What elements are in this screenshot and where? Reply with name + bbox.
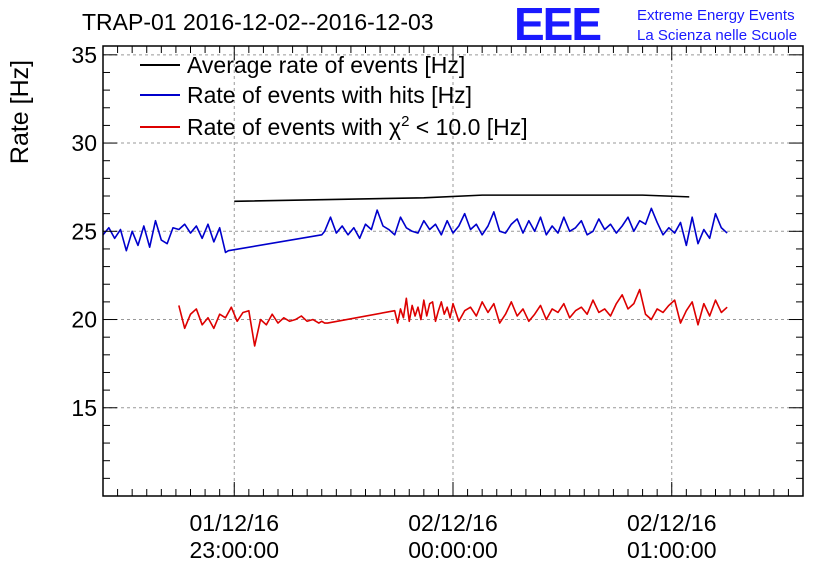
series-lines — [102, 194, 728, 347]
series-line-3 — [178, 288, 728, 347]
eee-logo: EEE Extreme Energy Events La Scienza nel… — [514, 0, 797, 50]
y-tick-label: 35 — [71, 42, 97, 68]
legend-label-2: Rate of events with hits [Hz] — [187, 82, 472, 108]
x-tick-time: 01:00:00 — [627, 537, 717, 563]
tick-labels: 152025303501/12/1623:00:0002/12/1600:00:… — [71, 42, 716, 563]
y-tick-label: 15 — [71, 395, 97, 421]
x-tick-time: 00:00:00 — [408, 537, 498, 563]
x-tick-date: 02/12/16 — [627, 510, 717, 536]
logo-line-1: Extreme Energy Events — [637, 7, 795, 24]
x-tick-time: 23:00:00 — [189, 537, 279, 563]
logo-mark: EEE — [514, 0, 600, 50]
y-axis-label: Rate [Hz] — [6, 60, 34, 164]
y-tick-label: 25 — [71, 218, 97, 244]
series-line-1 — [234, 194, 690, 203]
y-tick-label: 30 — [71, 130, 97, 156]
logo-line-2: La Scienza nelle Scuole — [637, 27, 797, 44]
series-line-2 — [102, 207, 728, 254]
legend: Average rate of events [Hz] Rate of event… — [140, 52, 528, 140]
x-tick-date: 02/12/16 — [408, 510, 498, 536]
chart-title: TRAP-01 2016-12-02--2016-12-03 — [82, 9, 434, 35]
x-tick-date: 01/12/16 — [189, 510, 279, 536]
legend-label-1: Average rate of events [Hz] — [187, 52, 465, 78]
axes — [102, 45, 804, 497]
legend-label-3: Rate of events with χ2 < 10.0 [Hz] — [187, 113, 528, 140]
y-tick-label: 20 — [71, 307, 97, 333]
